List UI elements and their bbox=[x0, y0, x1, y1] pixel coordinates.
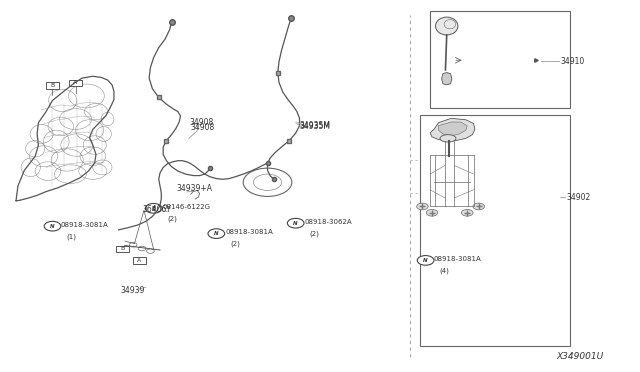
Text: 08918-3062A: 08918-3062A bbox=[305, 219, 352, 225]
Ellipse shape bbox=[435, 17, 458, 35]
Text: N: N bbox=[50, 224, 55, 229]
Circle shape bbox=[145, 203, 162, 213]
Text: 34910: 34910 bbox=[560, 57, 584, 66]
Text: A: A bbox=[74, 80, 77, 86]
FancyBboxPatch shape bbox=[69, 80, 82, 86]
Text: 34908: 34908 bbox=[189, 118, 214, 127]
Bar bbox=[420, 115, 570, 346]
FancyBboxPatch shape bbox=[116, 246, 129, 252]
Polygon shape bbox=[442, 73, 452, 85]
Text: N: N bbox=[423, 258, 428, 263]
Circle shape bbox=[208, 229, 225, 238]
Polygon shape bbox=[430, 118, 475, 141]
Text: B: B bbox=[152, 206, 156, 211]
Text: (2): (2) bbox=[230, 241, 240, 247]
Circle shape bbox=[461, 209, 473, 216]
Circle shape bbox=[473, 203, 484, 210]
Text: 34935M: 34935M bbox=[300, 121, 330, 130]
Circle shape bbox=[417, 203, 428, 210]
Circle shape bbox=[44, 221, 61, 231]
Text: (2): (2) bbox=[310, 230, 319, 237]
Text: (2): (2) bbox=[168, 215, 177, 222]
FancyBboxPatch shape bbox=[46, 82, 59, 89]
Text: B: B bbox=[51, 83, 54, 88]
Text: 34935M: 34935M bbox=[300, 122, 330, 131]
Text: N: N bbox=[293, 221, 298, 226]
Circle shape bbox=[426, 209, 438, 216]
Text: 34939+A: 34939+A bbox=[176, 185, 212, 193]
FancyBboxPatch shape bbox=[133, 257, 146, 264]
Text: 36406Y: 36406Y bbox=[142, 205, 171, 214]
Text: 08146-6122G: 08146-6122G bbox=[163, 204, 211, 210]
Circle shape bbox=[417, 256, 434, 265]
Text: 34908: 34908 bbox=[191, 123, 215, 132]
Text: 08918-3081A: 08918-3081A bbox=[225, 229, 273, 235]
Text: A: A bbox=[138, 258, 141, 263]
Text: B: B bbox=[121, 246, 125, 251]
Text: 08918-3081A: 08918-3081A bbox=[61, 222, 109, 228]
Circle shape bbox=[287, 218, 304, 228]
Text: N: N bbox=[214, 231, 219, 236]
Ellipse shape bbox=[440, 135, 456, 142]
Text: (1): (1) bbox=[66, 233, 76, 240]
Polygon shape bbox=[438, 122, 467, 136]
Text: 08918-3081A: 08918-3081A bbox=[434, 256, 482, 262]
Text: (4): (4) bbox=[439, 267, 449, 274]
Text: 34939: 34939 bbox=[120, 286, 145, 295]
Bar bbox=[430, 11, 570, 108]
Text: X349001U: X349001U bbox=[557, 352, 604, 361]
Text: 34902: 34902 bbox=[566, 193, 591, 202]
